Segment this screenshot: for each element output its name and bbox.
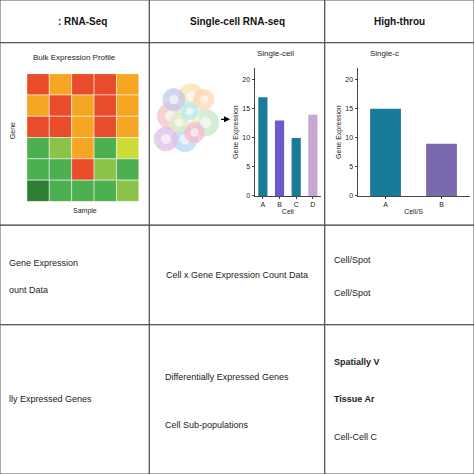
svg-text:Cell/Spot: Cell/Spot [334,255,371,265]
svg-text:0: 0 [349,192,353,199]
svg-text:Gene Expression: Gene Expression [335,105,343,159]
svg-text:Gene: Gene [9,122,16,139]
svg-text:Single-c: Single-c [370,49,399,58]
svg-text:Differentially Expressed Genes: Differentially Expressed Genes [165,372,289,382]
svg-text:lly Expressed Genes: lly Expressed Genes [9,394,92,404]
svg-text:Single-cell RNA-seq: Single-cell RNA-seq [190,16,285,27]
svg-text:C: C [294,201,299,208]
svg-text:D: D [310,201,315,208]
svg-text:10: 10 [242,134,250,141]
svg-text:Tissue Ar: Tissue Ar [334,394,375,404]
svg-text:Cell-Cell C: Cell-Cell C [334,432,378,442]
svg-text:Cell/Spot: Cell/Spot [334,288,371,298]
svg-text:ount Data: ount Data [9,285,48,295]
svg-text:Bulk Expression Profile: Bulk Expression Profile [33,53,116,62]
svg-text:15: 15 [345,105,353,112]
svg-text:High-throu: High-throu [374,16,425,27]
svg-text:Cell Sub-populations: Cell Sub-populations [165,420,249,430]
svg-text:Spatially V: Spatially V [334,357,380,367]
svg-text:20: 20 [345,76,353,83]
svg-text:Gene Expression: Gene Expression [232,105,240,159]
svg-text:Sample: Sample [73,207,97,215]
svg-text:5: 5 [246,163,250,170]
svg-text:A: A [261,201,266,208]
svg-text:5: 5 [349,163,353,170]
svg-text:20: 20 [242,76,250,83]
svg-text:A: A [383,201,388,208]
svg-text:10: 10 [345,134,353,141]
svg-text:Cell: Cell [282,208,295,215]
svg-text:B: B [277,201,282,208]
svg-text:0: 0 [246,192,250,199]
svg-text:Single-cell: Single-cell [257,49,294,58]
svg-text:Gene Expression: Gene Expression [9,258,78,268]
svg-text:B: B [439,201,444,208]
svg-text:Cell x Gene Expression Count D: Cell x Gene Expression Count Data [166,270,308,280]
svg-text:Cell/S: Cell/S [404,208,423,215]
svg-text:15: 15 [242,105,250,112]
svg-text:: RNA-Seq: : RNA-Seq [58,16,107,27]
